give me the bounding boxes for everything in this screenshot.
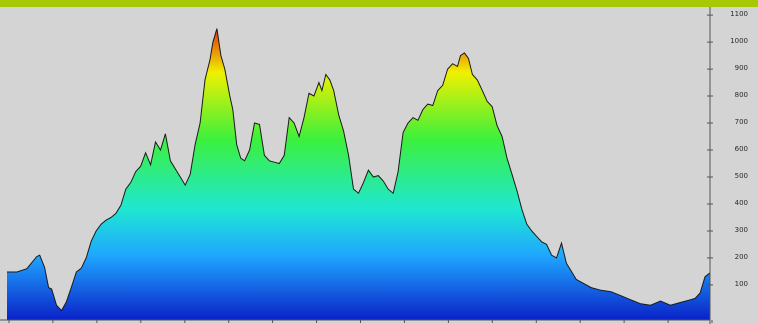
y-tick-label: 100 bbox=[734, 279, 748, 288]
elevation-area bbox=[7, 28, 710, 320]
y-tick-label: 700 bbox=[734, 118, 748, 126]
y-tick-label: 900 bbox=[734, 64, 748, 73]
y-tick-label: 800 bbox=[734, 91, 748, 99]
elevation-outline bbox=[7, 28, 711, 312]
y-tick-label: 200 bbox=[734, 252, 748, 261]
y-tick-label: 400 bbox=[734, 199, 748, 207]
top-accent-bar bbox=[0, 0, 758, 7]
y-tick-label: 600 bbox=[734, 145, 748, 153]
y-tick-label: 1100 bbox=[730, 10, 748, 19]
y-tick-label: 500 bbox=[734, 172, 748, 180]
y-tick-label: 1000 bbox=[730, 37, 748, 46]
y-tick-label: 300 bbox=[734, 226, 748, 234]
